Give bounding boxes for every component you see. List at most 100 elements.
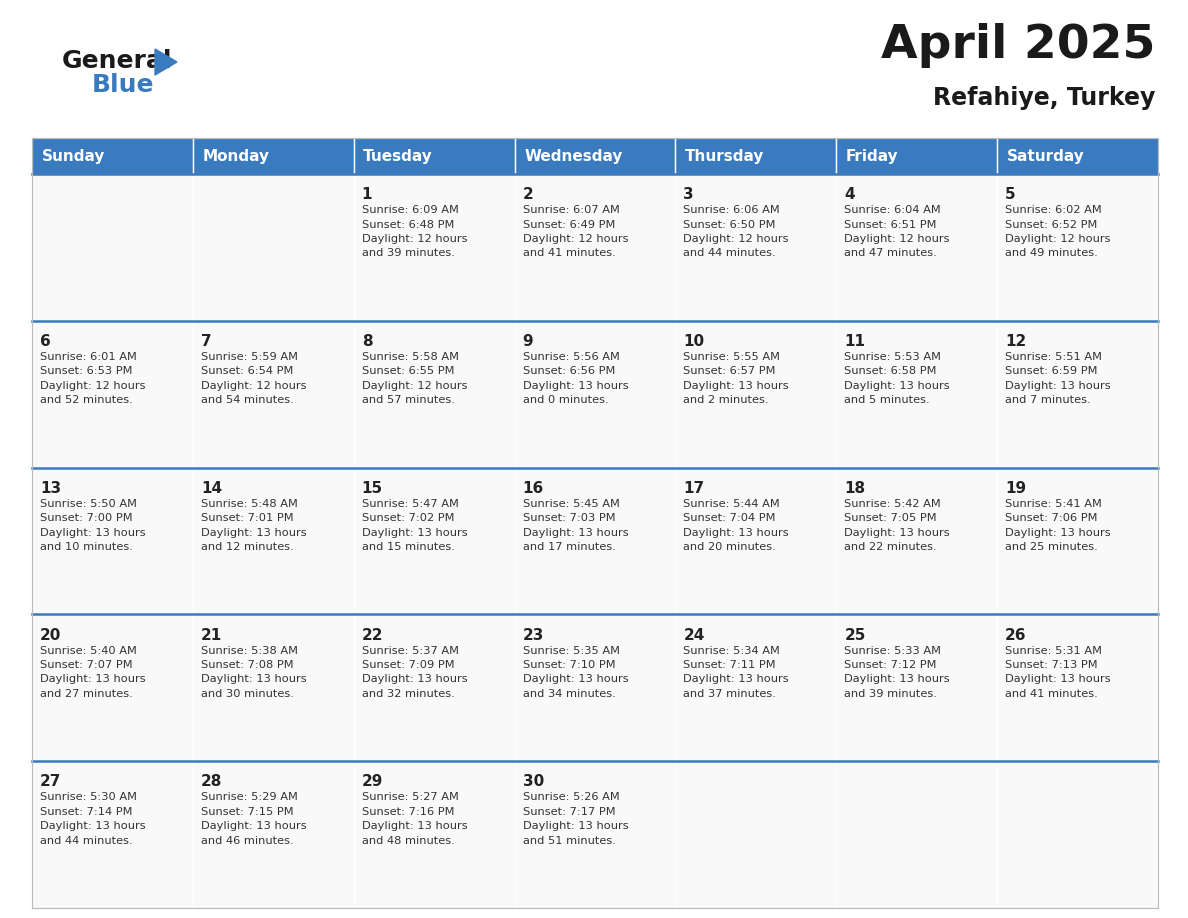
Text: 24: 24 <box>683 628 704 643</box>
Text: 10: 10 <box>683 334 704 349</box>
Text: Sunrise: 5:51 AM
Sunset: 6:59 PM
Daylight: 13 hours
and 7 minutes.: Sunrise: 5:51 AM Sunset: 6:59 PM Dayligh… <box>1005 352 1111 405</box>
Text: 5: 5 <box>1005 187 1016 202</box>
Bar <box>192 138 354 174</box>
Text: Tuesday: Tuesday <box>364 149 434 163</box>
Bar <box>836 174 997 320</box>
Text: Sunrise: 6:06 AM
Sunset: 6:50 PM
Daylight: 12 hours
and 44 minutes.: Sunrise: 6:06 AM Sunset: 6:50 PM Dayligh… <box>683 206 789 258</box>
Bar <box>192 320 354 467</box>
Text: Sunrise: 5:53 AM
Sunset: 6:58 PM
Daylight: 13 hours
and 5 minutes.: Sunrise: 5:53 AM Sunset: 6:58 PM Dayligh… <box>845 352 950 405</box>
Text: 16: 16 <box>523 481 544 496</box>
Text: Sunrise: 6:04 AM
Sunset: 6:51 PM
Daylight: 12 hours
and 47 minutes.: Sunrise: 6:04 AM Sunset: 6:51 PM Dayligh… <box>845 206 950 258</box>
Text: Sunrise: 5:38 AM
Sunset: 7:08 PM
Daylight: 13 hours
and 30 minutes.: Sunrise: 5:38 AM Sunset: 7:08 PM Dayligh… <box>201 645 307 699</box>
Text: Sunrise: 5:37 AM
Sunset: 7:09 PM
Daylight: 13 hours
and 32 minutes.: Sunrise: 5:37 AM Sunset: 7:09 PM Dayligh… <box>362 645 467 699</box>
Bar <box>997 138 1158 174</box>
Bar <box>514 174 676 320</box>
Text: Sunrise: 6:09 AM
Sunset: 6:48 PM
Daylight: 12 hours
and 39 minutes.: Sunrise: 6:09 AM Sunset: 6:48 PM Dayligh… <box>362 206 467 258</box>
Bar <box>514 138 676 174</box>
Bar <box>836 138 997 174</box>
Text: Sunrise: 5:30 AM
Sunset: 7:14 PM
Daylight: 13 hours
and 44 minutes.: Sunrise: 5:30 AM Sunset: 7:14 PM Dayligh… <box>40 792 146 845</box>
Text: 29: 29 <box>362 775 384 789</box>
Bar <box>32 138 192 174</box>
Text: Sunrise: 5:58 AM
Sunset: 6:55 PM
Daylight: 12 hours
and 57 minutes.: Sunrise: 5:58 AM Sunset: 6:55 PM Dayligh… <box>362 352 467 405</box>
Text: 27: 27 <box>40 775 62 789</box>
Text: Sunrise: 5:27 AM
Sunset: 7:16 PM
Daylight: 13 hours
and 48 minutes.: Sunrise: 5:27 AM Sunset: 7:16 PM Dayligh… <box>362 792 467 845</box>
Bar <box>354 174 514 320</box>
Text: 26: 26 <box>1005 628 1026 643</box>
Bar <box>32 174 192 320</box>
Text: Sunrise: 5:59 AM
Sunset: 6:54 PM
Daylight: 12 hours
and 54 minutes.: Sunrise: 5:59 AM Sunset: 6:54 PM Dayligh… <box>201 352 307 405</box>
Text: 23: 23 <box>523 628 544 643</box>
Bar <box>836 320 997 467</box>
Text: Sunrise: 5:55 AM
Sunset: 6:57 PM
Daylight: 13 hours
and 2 minutes.: Sunrise: 5:55 AM Sunset: 6:57 PM Dayligh… <box>683 352 789 405</box>
Text: Sunrise: 6:02 AM
Sunset: 6:52 PM
Daylight: 12 hours
and 49 minutes.: Sunrise: 6:02 AM Sunset: 6:52 PM Dayligh… <box>1005 206 1111 258</box>
Bar <box>676 761 836 908</box>
Text: Saturday: Saturday <box>1006 149 1085 163</box>
Bar <box>676 614 836 761</box>
Bar <box>514 467 676 614</box>
Text: 11: 11 <box>845 334 865 349</box>
Bar <box>32 320 192 467</box>
Bar <box>676 174 836 320</box>
Bar <box>32 761 192 908</box>
Bar <box>997 467 1158 614</box>
Text: 4: 4 <box>845 187 855 202</box>
Text: April 2025: April 2025 <box>880 23 1155 68</box>
Text: Sunrise: 5:48 AM
Sunset: 7:01 PM
Daylight: 13 hours
and 12 minutes.: Sunrise: 5:48 AM Sunset: 7:01 PM Dayligh… <box>201 498 307 552</box>
Text: Sunrise: 5:50 AM
Sunset: 7:00 PM
Daylight: 13 hours
and 10 minutes.: Sunrise: 5:50 AM Sunset: 7:00 PM Dayligh… <box>40 498 146 552</box>
Bar <box>32 467 192 614</box>
Text: Sunrise: 5:33 AM
Sunset: 7:12 PM
Daylight: 13 hours
and 39 minutes.: Sunrise: 5:33 AM Sunset: 7:12 PM Dayligh… <box>845 645 950 699</box>
Text: Sunrise: 5:31 AM
Sunset: 7:13 PM
Daylight: 13 hours
and 41 minutes.: Sunrise: 5:31 AM Sunset: 7:13 PM Dayligh… <box>1005 645 1111 699</box>
Text: 13: 13 <box>40 481 61 496</box>
Bar <box>192 614 354 761</box>
Bar <box>514 761 676 908</box>
Text: 9: 9 <box>523 334 533 349</box>
Text: 28: 28 <box>201 775 222 789</box>
Polygon shape <box>154 49 177 75</box>
Text: 21: 21 <box>201 628 222 643</box>
Text: Sunrise: 5:41 AM
Sunset: 7:06 PM
Daylight: 13 hours
and 25 minutes.: Sunrise: 5:41 AM Sunset: 7:06 PM Dayligh… <box>1005 498 1111 552</box>
Bar <box>997 174 1158 320</box>
Bar <box>997 320 1158 467</box>
Bar <box>997 614 1158 761</box>
Text: Sunrise: 5:42 AM
Sunset: 7:05 PM
Daylight: 13 hours
and 22 minutes.: Sunrise: 5:42 AM Sunset: 7:05 PM Dayligh… <box>845 498 950 552</box>
Bar <box>354 138 514 174</box>
Text: 19: 19 <box>1005 481 1026 496</box>
Text: Sunrise: 5:47 AM
Sunset: 7:02 PM
Daylight: 13 hours
and 15 minutes.: Sunrise: 5:47 AM Sunset: 7:02 PM Dayligh… <box>362 498 467 552</box>
Text: Sunrise: 5:26 AM
Sunset: 7:17 PM
Daylight: 13 hours
and 51 minutes.: Sunrise: 5:26 AM Sunset: 7:17 PM Dayligh… <box>523 792 628 845</box>
Bar <box>676 138 836 174</box>
Text: 1: 1 <box>362 187 372 202</box>
Text: 25: 25 <box>845 628 866 643</box>
Bar <box>32 614 192 761</box>
Bar <box>997 761 1158 908</box>
Text: 17: 17 <box>683 481 704 496</box>
Bar <box>676 467 836 614</box>
Bar <box>836 761 997 908</box>
Bar <box>354 614 514 761</box>
Text: 15: 15 <box>362 481 383 496</box>
Bar <box>354 467 514 614</box>
Text: Sunrise: 6:07 AM
Sunset: 6:49 PM
Daylight: 12 hours
and 41 minutes.: Sunrise: 6:07 AM Sunset: 6:49 PM Dayligh… <box>523 206 628 258</box>
Text: Monday: Monday <box>202 149 270 163</box>
Text: 2: 2 <box>523 187 533 202</box>
Text: Thursday: Thursday <box>685 149 764 163</box>
Text: 22: 22 <box>362 628 384 643</box>
Bar <box>192 467 354 614</box>
Text: 20: 20 <box>40 628 62 643</box>
Text: Sunrise: 5:56 AM
Sunset: 6:56 PM
Daylight: 13 hours
and 0 minutes.: Sunrise: 5:56 AM Sunset: 6:56 PM Dayligh… <box>523 352 628 405</box>
Text: 3: 3 <box>683 187 694 202</box>
Bar <box>836 614 997 761</box>
Text: 18: 18 <box>845 481 865 496</box>
Text: Friday: Friday <box>846 149 898 163</box>
Text: 6: 6 <box>40 334 51 349</box>
Bar <box>676 320 836 467</box>
Bar <box>192 761 354 908</box>
Text: Sunrise: 5:29 AM
Sunset: 7:15 PM
Daylight: 13 hours
and 46 minutes.: Sunrise: 5:29 AM Sunset: 7:15 PM Dayligh… <box>201 792 307 845</box>
Text: 8: 8 <box>362 334 372 349</box>
Text: Refahiye, Turkey: Refahiye, Turkey <box>933 86 1155 110</box>
Text: 12: 12 <box>1005 334 1026 349</box>
Text: Blue: Blue <box>91 73 154 97</box>
Text: Sunday: Sunday <box>42 149 105 163</box>
Bar <box>514 320 676 467</box>
Bar <box>354 320 514 467</box>
Text: Sunrise: 5:35 AM
Sunset: 7:10 PM
Daylight: 13 hours
and 34 minutes.: Sunrise: 5:35 AM Sunset: 7:10 PM Dayligh… <box>523 645 628 699</box>
